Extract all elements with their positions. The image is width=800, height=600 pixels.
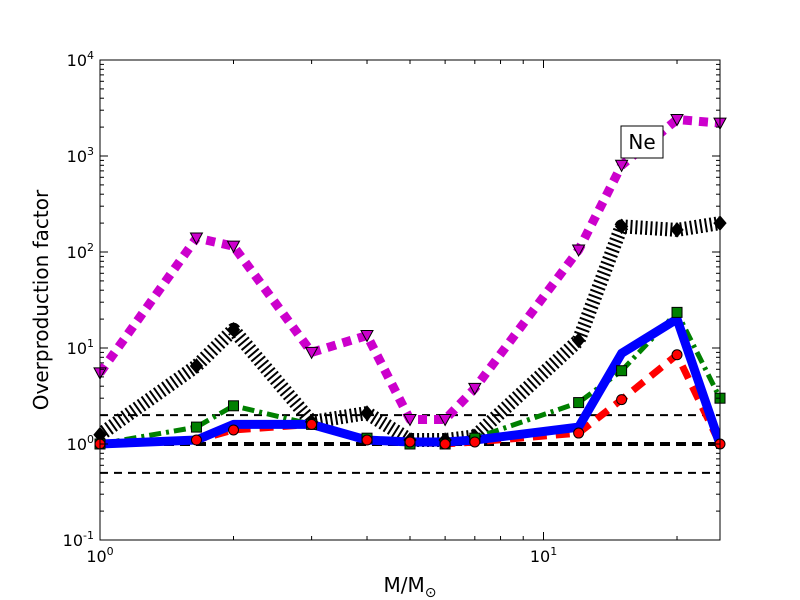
y-tick-label: 102: [67, 241, 94, 262]
marker-magenta: [360, 329, 374, 343]
marker-red: [439, 438, 451, 450]
marker-black: [614, 218, 629, 235]
marker-black: [189, 358, 204, 374]
marker-black: [226, 321, 241, 338]
marker-green: [228, 400, 240, 412]
y-tick-label: 100: [67, 433, 94, 454]
marker-magenta: [438, 413, 452, 427]
x-tick-label: 101: [530, 545, 557, 566]
marker-red: [228, 424, 240, 436]
plot-area: [100, 60, 720, 540]
marker-green: [573, 397, 585, 409]
axis-ticks: [99, 59, 720, 541]
annotation-box: Ne: [620, 125, 664, 159]
marker-magenta: [403, 413, 417, 427]
series-line-green: [100, 309, 720, 447]
marker-red: [404, 436, 416, 448]
marker-black: [360, 405, 374, 421]
marker-green: [671, 306, 683, 318]
marker-red: [190, 434, 202, 446]
y-tick-label: 10-1: [63, 529, 94, 550]
marker-red: [306, 418, 318, 430]
x-tick-label: 100: [86, 545, 113, 566]
marker-magenta: [189, 232, 204, 246]
marker-green: [616, 365, 628, 377]
marker-magenta: [304, 346, 319, 360]
marker-red: [361, 434, 373, 446]
y-axis-label: Overproduction factor: [29, 189, 53, 410]
marker-green: [190, 421, 202, 433]
marker-magenta: [571, 244, 586, 258]
series-line-magenta: [100, 115, 720, 424]
marker-magenta: [226, 240, 241, 254]
y-tick-label: 103: [67, 145, 94, 166]
marker-magenta: [467, 382, 482, 396]
y-tick-label: 104: [67, 49, 94, 70]
y-tick-label: 101: [67, 337, 94, 358]
marker-black: [670, 222, 684, 238]
series-lines: [100, 115, 720, 449]
series-line-blue: [100, 314, 720, 449]
marker-red: [469, 436, 481, 448]
annotation-ne: Ne: [628, 130, 655, 154]
marker-red: [616, 394, 628, 406]
marker-black: [571, 332, 586, 349]
marker-magenta: [670, 113, 684, 127]
x-axis-label: M/M⊙: [384, 573, 437, 600]
marker-red: [671, 349, 683, 361]
marker-red: [573, 427, 585, 439]
marker-magenta: [614, 159, 629, 173]
